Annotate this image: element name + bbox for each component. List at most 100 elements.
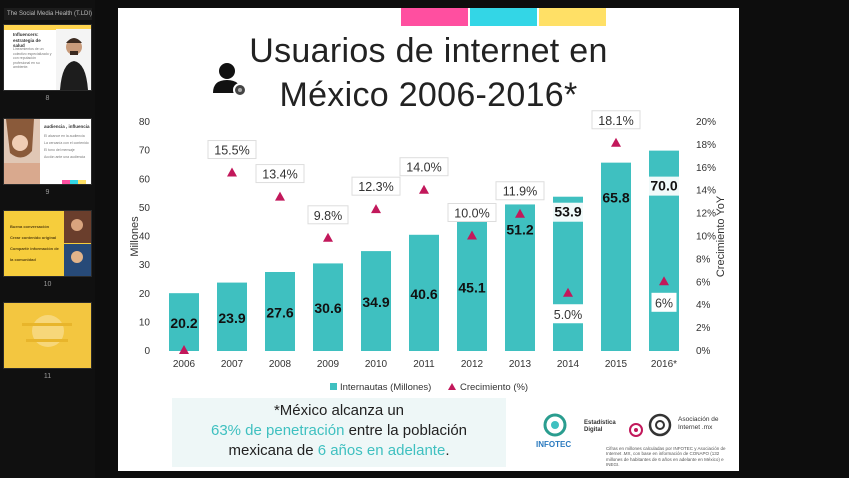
growth-label: 6% — [655, 296, 673, 310]
slide-thumbnail-8[interactable]: Influencers: estrategia de salud Lineami… — [3, 24, 92, 91]
bar-value-box — [551, 202, 585, 222]
note-line-3: mexicana de 6 años en adelante. — [228, 442, 450, 459]
y-tick-label: 50 — [139, 203, 151, 214]
y2-tick-label: 8% — [696, 254, 711, 265]
y2-tick-label: 14% — [696, 186, 716, 197]
bar-value-label: 40.6 — [410, 286, 437, 302]
bar-value-label: 30.6 — [314, 300, 341, 316]
bar-value-label: 70.0 — [650, 178, 677, 194]
y2-tick-label: 4% — [696, 300, 711, 311]
growth-label: 9.8% — [314, 209, 343, 223]
y2-tick-label: 12% — [696, 209, 716, 220]
stripe-pink — [401, 8, 468, 26]
x-tick-label: 2011 — [413, 359, 435, 370]
growth-label-box — [351, 176, 401, 196]
growth-label: 13.4% — [262, 168, 297, 182]
y2-tick-label: 18% — [696, 140, 716, 151]
thumb-8-body: Lineamientos de un colectivo especializa… — [13, 47, 52, 69]
y-tick-label: 70 — [139, 146, 151, 157]
y2-tick-label: 6% — [696, 277, 711, 288]
growth-label: 15.5% — [214, 144, 249, 158]
legend-label-bar: Internautas (Millones) — [340, 382, 431, 393]
x-tick-label: 2009 — [317, 359, 340, 370]
y-tick-label: 10 — [139, 317, 151, 328]
penetration-note: *México alcanza un 63% de penetración en… — [172, 398, 506, 467]
bar — [265, 271, 295, 351]
y2-tick-label: 20% — [696, 117, 716, 128]
bar — [313, 263, 343, 351]
growth-label: 10.0% — [454, 207, 489, 221]
thumb-10-number: 10 — [43, 281, 52, 288]
internet-users-chart: 0 10 20 30 40 50 60 70 80 0% 2% 4% 6% 8% 10% 12% 14% 16% 1… — [129, 110, 727, 393]
slide-title-line-1: Usuarios de internet en — [249, 32, 608, 70]
growth-label-box — [651, 292, 677, 312]
bar — [457, 221, 487, 351]
y-tick-label: 0 — [144, 346, 150, 357]
legend-swatch-marker — [448, 383, 456, 390]
y-tick-label: 80 — [139, 117, 151, 128]
growth-marker — [515, 208, 525, 218]
sidebar-header: The Social Media Health (T.LDI) — [4, 8, 92, 20]
bar-value-label: 51.2 — [506, 221, 533, 237]
y-tick-label: 30 — [139, 260, 151, 271]
x-tick-label: 2012 — [461, 359, 484, 370]
note-line-2: 63% de penetración entre la población — [210, 422, 468, 439]
bar-value-label: 20.2 — [170, 315, 197, 331]
y2-tick-label: 0% — [696, 346, 711, 357]
bar-value-label: 53.9 — [554, 204, 581, 220]
thumb-8-number: 8 — [45, 95, 50, 102]
y2-axis-title: Crecimiento YoY — [715, 195, 727, 277]
legend-label-marker: Crecimiento (%) — [460, 382, 528, 393]
growth-marker — [179, 345, 189, 354]
thumb-9-bullets: El alcance en la audiencia La cercanía c… — [44, 134, 89, 159]
x-tick-label: 2013 — [509, 359, 532, 370]
growth-marker — [227, 167, 237, 177]
x-tick-label: 2010 — [365, 359, 388, 370]
slide-thumbnail-11[interactable] — [3, 302, 92, 369]
growth-marker — [659, 276, 669, 286]
stripe-cyan — [470, 8, 537, 26]
slide-sidebar: The Social Media Health (T.LDI) Influenc… — [0, 0, 95, 478]
growth-marker — [563, 287, 573, 297]
estadistica-logo-text: Estadística Digital — [584, 420, 616, 433]
growth-marker — [371, 204, 381, 214]
slide-title-line-2: México 2006-2016* — [279, 76, 578, 114]
growth-marker — [419, 184, 429, 194]
growth-label-box — [547, 304, 589, 324]
growth-marker — [467, 230, 477, 240]
bar — [553, 196, 583, 351]
growth-label-box — [447, 203, 497, 222]
source-footnote: Cifras en millones calculadas por INFOTE… — [606, 446, 726, 468]
growth-label-box — [255, 164, 305, 184]
growth-label: 5.0% — [554, 308, 583, 322]
growth-marker — [323, 232, 333, 242]
x-tick-label: 2007 — [221, 359, 244, 370]
asociacion-logo-icon — [648, 413, 672, 437]
growth-label-box — [495, 181, 545, 201]
thumb-10-lines: Buena conversación Crear contenido origi… — [10, 224, 59, 262]
growth-label-box — [207, 140, 257, 160]
bar — [217, 282, 247, 351]
bar — [505, 204, 535, 351]
bar — [409, 234, 439, 351]
growth-label-box — [307, 205, 349, 225]
note-line-1: *México alcanza un — [273, 402, 405, 419]
bar-value-label: 23.9 — [218, 310, 245, 326]
estadistica-logo-icon — [629, 423, 643, 437]
user-icon — [213, 63, 247, 97]
slide-thumbnail-9[interactable]: audiencia , influencia El alcance en la … — [3, 118, 92, 185]
y-tick-label: 60 — [139, 174, 151, 185]
bar-value-label: 65.8 — [602, 190, 629, 206]
y2-tick-label: 2% — [696, 323, 711, 334]
growth-label: 14.0% — [406, 161, 441, 175]
bar-value-box — [647, 176, 681, 196]
thumb-11-graphic — [4, 303, 91, 368]
bar-value-label: 27.6 — [266, 304, 293, 320]
growth-label: 12.3% — [358, 180, 393, 194]
bar-value-label: 45.1 — [458, 279, 485, 295]
thumb-8-title: Influencers: estrategia de salud — [13, 32, 41, 48]
asociacion-logo-text: Asociación de Internet .mx — [678, 416, 719, 431]
bar — [169, 293, 199, 351]
slide-thumbnail-10[interactable]: Buena conversación Crear contenido origi… — [3, 210, 92, 277]
x-tick-label: 2008 — [269, 359, 292, 370]
